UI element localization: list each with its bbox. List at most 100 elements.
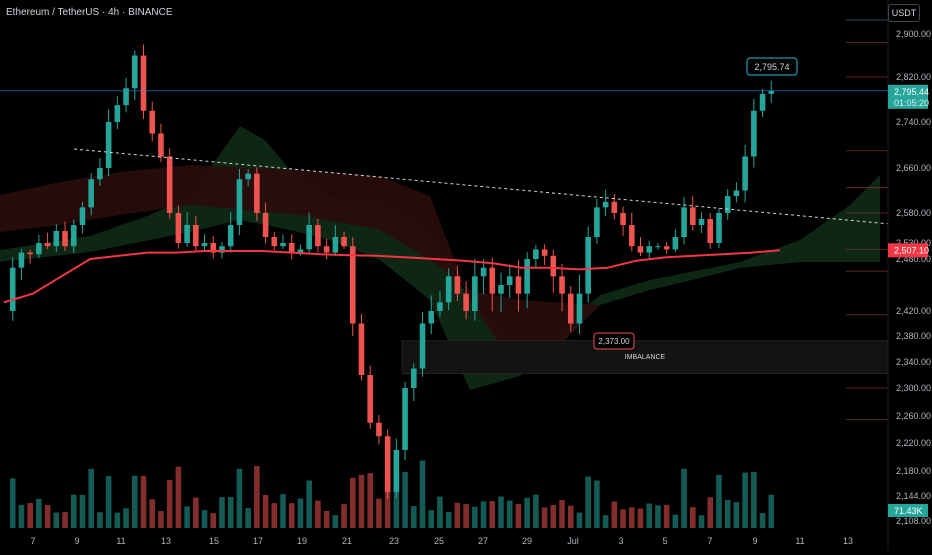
candle-body: [184, 225, 190, 243]
candle-body: [358, 323, 365, 375]
x-axis[interactable]: 7 9 11 13 15 17 19 21 23 25 27 29 Jul 3 5 7 9 11 13: [30, 536, 853, 546]
symbol-title[interactable]: Ethereum / TetherUS · 4h · BINANCE: [6, 7, 173, 18]
candle-body: [236, 179, 243, 225]
candle-body: [62, 231, 68, 247]
candle-body: [541, 249, 548, 256]
y-tick-label: 2,660.00: [896, 163, 931, 173]
volume-bar: [463, 504, 469, 528]
candle-body: [585, 237, 591, 294]
candle-body: [245, 173, 251, 180]
candle-body: [262, 213, 269, 237]
candle-body: [210, 243, 217, 253]
volume-bar: [53, 512, 60, 528]
volume-bar: [445, 511, 452, 528]
volume-bar: [201, 510, 208, 528]
volume-bar: [506, 500, 513, 528]
candle-body: [53, 231, 60, 247]
candle-body: [123, 88, 129, 106]
imbalance-zone: [401, 340, 889, 374]
volume-bar: [681, 468, 687, 528]
volume-bar: [36, 498, 42, 528]
candle-body: [611, 201, 618, 213]
candle-body: [36, 243, 42, 255]
volume-bar: [480, 501, 487, 528]
candle-body: [227, 225, 234, 247]
volume-bar: [105, 475, 112, 528]
volume-bar: [533, 494, 539, 528]
trendline[interactable]: [73, 148, 889, 225]
volume-bar: [262, 494, 269, 528]
candle-body: [315, 225, 321, 247]
candle-body: [70, 225, 77, 247]
candle-body: [97, 168, 103, 180]
x-tick-label: 23: [389, 536, 399, 546]
y-tick-label: 2,530.00: [896, 238, 931, 248]
volume-bar: [123, 508, 129, 528]
low-marker-label: 2,373.00: [598, 337, 630, 346]
candle-body: [506, 276, 513, 285]
candle-body: [140, 55, 147, 111]
volume-bar: [280, 494, 286, 528]
candle-body: [655, 246, 661, 248]
y-tick-label: 2,900.00: [896, 29, 931, 39]
x-tick-label: 11: [795, 536, 804, 546]
y-tick-label: 2,180.00: [896, 466, 931, 476]
candle-body: [27, 252, 33, 255]
volume-bar: [367, 473, 373, 528]
volume-bar: [454, 502, 461, 528]
volume-bar: [315, 500, 321, 528]
x-tick-label: 13: [843, 536, 853, 546]
y-axis[interactable]: 2,900.00 2,820.00 2,740.00 2,660.00 2,580.00…: [887, 0, 931, 550]
volume-bar: [323, 510, 330, 528]
ma-price-box: [888, 243, 928, 258]
x-tick-label: 9: [752, 536, 757, 546]
volume-bar: [602, 515, 609, 528]
candle-body: [567, 293, 574, 324]
volume-bar: [384, 480, 391, 528]
volume-bar: [472, 506, 478, 528]
x-tick-label: Jul: [567, 536, 579, 546]
candle-body: [559, 276, 565, 294]
candle-body: [716, 213, 722, 243]
candle-body: [341, 237, 347, 247]
candle-body: [219, 246, 225, 253]
volume-bar: [751, 471, 757, 528]
candle-body: [724, 196, 731, 213]
volume-bar: [27, 503, 33, 528]
candle-body: [628, 225, 635, 247]
volume-bar: [114, 512, 121, 528]
candle-body: [332, 237, 339, 253]
candle-body: [280, 243, 286, 247]
volume-bar: [637, 508, 644, 528]
candle-body: [376, 422, 382, 437]
volume-bar: [620, 509, 626, 528]
candle-body: [602, 201, 609, 208]
currency-button[interactable]: USDT: [888, 4, 920, 22]
candle-body: [367, 375, 373, 423]
candle-body: [498, 285, 504, 294]
y-tick-label: 2,340.00: [896, 357, 931, 367]
volume-bar: [193, 497, 199, 528]
current-price-label: 2,795.44: [894, 87, 929, 97]
volume-bar: [236, 468, 243, 528]
volume-bar: [585, 476, 591, 528]
imbalance-label: IMBALANCE: [625, 354, 666, 361]
volume-bar: [9, 478, 16, 528]
candle-body: [480, 267, 487, 277]
candle-body: [672, 237, 679, 250]
countdown-label: 01:05:20: [894, 98, 929, 108]
candle-body: [323, 246, 330, 253]
volume-bar: [489, 501, 496, 528]
volume-bar: [550, 504, 557, 528]
candle-body: [698, 219, 705, 225]
moving-average-line: [3, 249, 781, 304]
volume-bar: [559, 500, 565, 528]
volume-bar: [576, 512, 583, 528]
candle-body: [149, 110, 156, 134]
x-tick-label: 3: [618, 536, 623, 546]
candle-body: [437, 302, 443, 311]
candle-body: [88, 179, 94, 208]
